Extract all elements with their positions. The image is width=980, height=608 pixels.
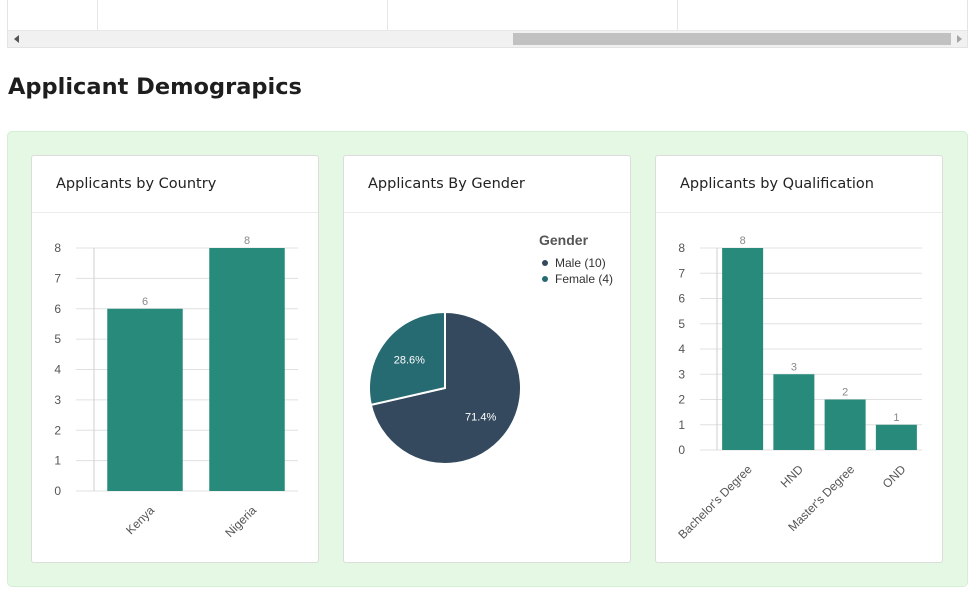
y-tick-label: 4 (678, 342, 685, 356)
table-row (8, 0, 967, 30)
y-tick-label: 3 (54, 393, 61, 407)
card-title: Applicants by Country (56, 176, 217, 192)
bar-value-label: 3 (791, 361, 797, 373)
legend-item-label: Female (4) (555, 272, 613, 286)
y-tick-label: 1 (54, 454, 61, 468)
x-category-label: OND (880, 462, 909, 491)
y-tick-label: 5 (678, 317, 685, 331)
x-category-label: Nigeria (222, 503, 259, 540)
bar-value-label: 6 (142, 296, 148, 308)
data-table-fragment (7, 0, 968, 48)
card-title: Applicants by Qualification (680, 176, 874, 192)
table-cell (98, 0, 388, 30)
bar (209, 248, 285, 491)
y-tick-label: 0 (678, 443, 685, 457)
legend-item-label: Male (10) (555, 256, 606, 270)
pie-percent-label: 28.6% (394, 355, 425, 367)
section-title: Applicant Demograpics (8, 74, 302, 100)
qualification-chart-card: Applicants by Qualification 0 1 2 3 4 5 6 7 8 8 Ba… (655, 155, 943, 563)
pie-slice (368, 310, 446, 407)
bar-value-label: 8 (740, 235, 746, 247)
y-tick-label: 6 (54, 302, 61, 316)
bar-value-label: 8 (244, 235, 250, 247)
y-tick-label: 2 (678, 393, 685, 407)
bar (107, 308, 183, 491)
scroll-right-arrow-icon[interactable] (957, 35, 962, 43)
bar (824, 399, 866, 450)
bar (773, 374, 815, 450)
y-tick-label: 8 (54, 241, 61, 255)
x-category-label: HND (778, 462, 807, 491)
y-tick-label: 2 (54, 423, 61, 437)
x-category-label: Kenya (123, 503, 157, 537)
pie-percent-label: 71.4% (465, 411, 496, 423)
card-title: Applicants By Gender (368, 176, 525, 192)
legend-marker-icon (542, 260, 548, 266)
bar (722, 248, 764, 450)
y-tick-label: 7 (54, 271, 61, 285)
gender-pie-chart: 71.4% 28.6% Gender Male (10) Female (4) (368, 232, 613, 465)
bar-value-label: 1 (893, 412, 899, 424)
y-tick-label: 5 (54, 332, 61, 346)
y-tick-label: 1 (678, 418, 685, 432)
y-tick-label: 7 (678, 266, 685, 280)
card-header: Applicants by Country (32, 156, 318, 213)
y-tick-label: 6 (678, 292, 685, 306)
country-bar-chart: 0 1 2 3 4 5 6 7 8 6 Kenya 8 Nigeria (54, 235, 298, 540)
scrollbar-thumb[interactable] (513, 33, 951, 45)
scroll-left-arrow-icon[interactable] (14, 35, 19, 43)
bar (875, 424, 917, 450)
legend-title: Gender (539, 232, 589, 248)
table-cell (388, 0, 678, 30)
y-tick-label: 4 (54, 363, 61, 377)
gender-chart-card: Applicants By Gender 71.4% 28.6% Gender Mal… (343, 155, 631, 563)
x-category-label: Bachelor's Degree (675, 462, 755, 542)
y-tick-label: 0 (54, 484, 61, 498)
country-chart-card: Applicants by Country 0 1 2 3 4 5 6 7 8 6 Kenya 8 Ni… (31, 155, 319, 563)
card-header: Applicants By Gender (344, 156, 630, 213)
bar-value-label: 2 (842, 387, 848, 399)
table-cell (8, 0, 98, 30)
horizontal-scrollbar[interactable] (8, 30, 967, 47)
y-tick-label: 3 (678, 367, 685, 381)
y-tick-label: 8 (678, 241, 685, 255)
legend-marker-icon (542, 276, 548, 282)
card-header: Applicants by Qualification (656, 156, 942, 213)
